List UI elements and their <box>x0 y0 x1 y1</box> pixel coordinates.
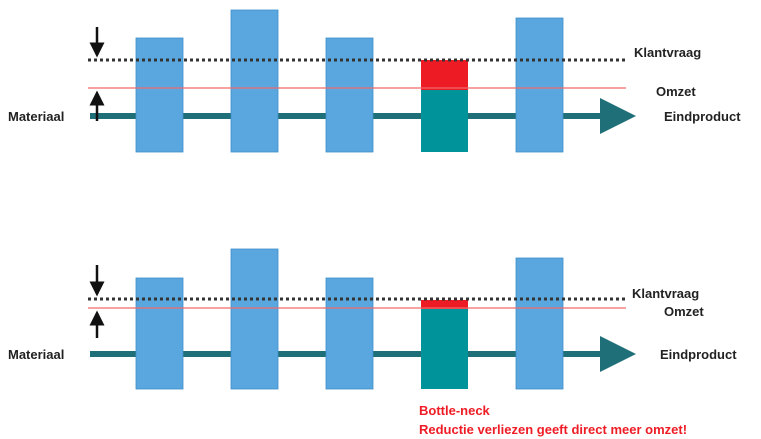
bottleneck-note-title: Bottle-neck <box>419 403 491 418</box>
material-label: Materiaal <box>8 109 64 124</box>
machine-1 <box>135 277 184 390</box>
machine-1 <box>135 37 184 153</box>
diagram-bottom: Materiaal Eindproduct Klantvraag Omzet <box>8 248 737 390</box>
bottleneck-machine <box>421 90 468 152</box>
product-label: Eindproduct <box>664 109 741 124</box>
demand-label: Klantvraag <box>634 45 701 60</box>
demand-label: Klantvraag <box>632 286 699 301</box>
machine-5 <box>515 17 564 153</box>
bottleneck-note-text: Reductie verliezen geeft direct meer omz… <box>419 422 687 437</box>
bottleneck-machine <box>421 309 468 389</box>
diagram-top: Materiaal Eindproduct Klantvraag Omzet <box>8 9 741 153</box>
machine-5 <box>515 257 564 390</box>
revenue-label: Omzet <box>656 84 696 99</box>
machine-2 <box>230 248 279 390</box>
machine-3 <box>325 277 374 390</box>
machine-2 <box>230 9 279 153</box>
bottleneck-loss <box>421 60 468 90</box>
machine-3 <box>325 37 374 153</box>
material-label: Materiaal <box>8 347 64 362</box>
product-label: Eindproduct <box>660 347 737 362</box>
revenue-label: Omzet <box>664 304 704 319</box>
bottleneck-loss <box>421 300 468 309</box>
